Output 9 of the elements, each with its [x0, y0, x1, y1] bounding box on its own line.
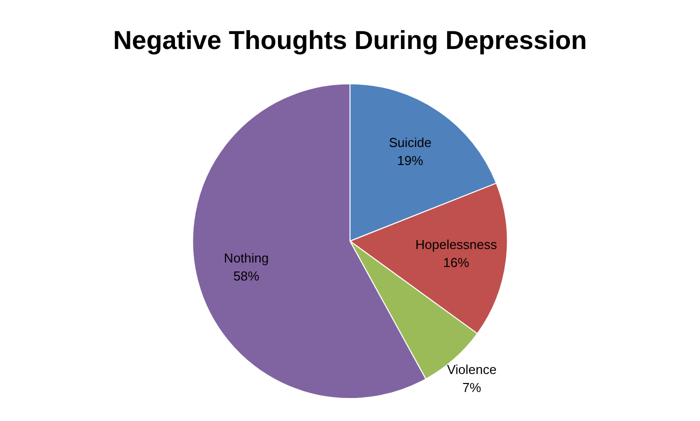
data-label: 7% [462, 380, 482, 395]
slice-label: Suicide [388, 135, 432, 150]
data-label: 58% [233, 268, 260, 284]
data-label: 19% [397, 153, 424, 168]
slice-label: Nothing [224, 250, 269, 266]
data-label: 16% [443, 255, 470, 270]
chart-title: Negative Thoughts During Depression [113, 24, 587, 55]
slice-label: Hopelessness [415, 237, 498, 252]
slice-label: Violence [446, 362, 497, 377]
